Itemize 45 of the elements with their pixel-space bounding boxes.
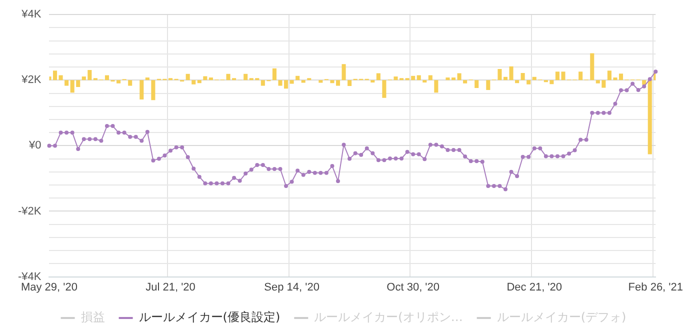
bar (140, 80, 144, 100)
y-tick-label: -¥2K (18, 205, 42, 218)
bar (104, 75, 110, 80)
bar (197, 80, 202, 84)
bar (463, 80, 468, 84)
bar (192, 80, 196, 84)
y-tick-label: ¥0 (28, 140, 42, 152)
bar (526, 80, 531, 84)
bar (272, 68, 276, 80)
x-tick-label: Dec 21, '20 (506, 281, 562, 294)
bar (301, 80, 306, 83)
legend-label: ルールメイカー(優良設定) (138, 310, 280, 324)
x-tick-label: Jul 21, '20 (146, 281, 196, 294)
bar (145, 78, 150, 80)
bar (290, 80, 294, 84)
x-tick-label: Feb 26, '21 (628, 281, 684, 294)
bar (382, 80, 386, 98)
bar (52, 70, 58, 80)
bar (520, 72, 525, 80)
bar (618, 74, 624, 80)
bar (64, 80, 69, 86)
bar (296, 76, 300, 80)
bar (348, 80, 352, 86)
bar (128, 80, 132, 86)
bar (318, 80, 323, 83)
x-tick-label: May 29, '20 (20, 281, 78, 294)
bar (474, 80, 479, 88)
x-tick-label: Sep 14, '20 (264, 281, 320, 294)
bar (457, 73, 462, 80)
x-tick-label: Oct 30, '20 (386, 281, 440, 294)
bar (416, 75, 421, 80)
bar (151, 80, 156, 100)
bar (486, 80, 490, 90)
y-tick-label: ¥4K (20, 8, 42, 21)
bar (186, 74, 190, 80)
bar (244, 74, 248, 80)
bar (434, 80, 438, 93)
bar (58, 75, 63, 80)
bar (203, 76, 208, 80)
bar (342, 64, 346, 80)
bar (515, 80, 520, 84)
y-tick-label: ¥2K (20, 74, 42, 86)
bar (428, 75, 432, 80)
y-tick-label: -¥4K (18, 270, 42, 283)
bar (376, 73, 380, 80)
